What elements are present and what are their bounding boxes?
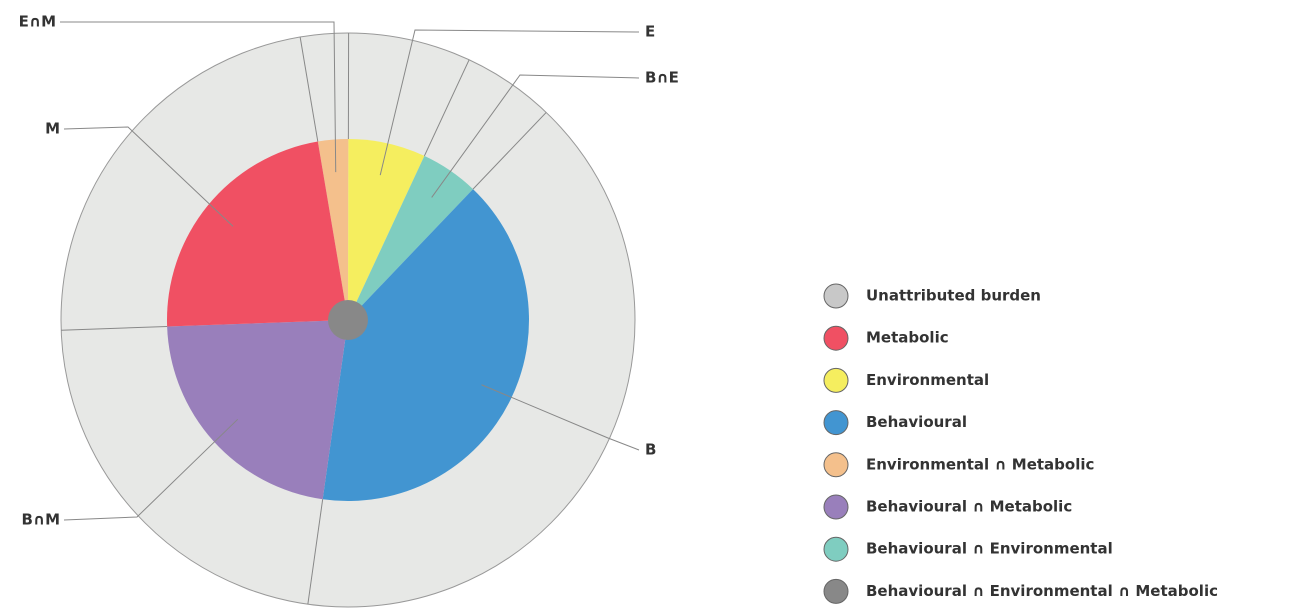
legend-marker: [823, 283, 849, 309]
leader-line: [63, 126, 234, 227]
legend-label: Behavioural ∩ Environmental ∩ Metabolic: [866, 582, 1218, 600]
slice-label: B∩E: [645, 69, 679, 87]
legend-label: Environmental ∩ Metabolic: [866, 455, 1094, 473]
legend-marker: [823, 536, 849, 562]
slice-label: M: [45, 120, 60, 138]
legend-label: Environmental: [866, 371, 989, 389]
leader-line: [481, 384, 640, 451]
ring-divider: [472, 112, 547, 190]
center-circle: [328, 300, 368, 340]
pie-slice: [322, 189, 529, 501]
leader-line: [63, 418, 239, 521]
slice-label: B∩M: [21, 511, 60, 529]
legend-label: Behavioural ∩ Metabolic: [866, 498, 1072, 516]
ring-divider: [423, 59, 470, 157]
legend-marker: [823, 410, 849, 436]
pie-slice: [317, 139, 349, 320]
slice-label: E∩M: [19, 13, 56, 31]
ring-divider: [307, 499, 324, 605]
pie-slice: [348, 155, 474, 320]
legend-marker: [823, 452, 849, 478]
legend-label: Behavioural: [866, 413, 967, 431]
legend-label: Metabolic: [866, 329, 949, 347]
slice-label: E: [645, 23, 655, 41]
legend-marker: [823, 578, 849, 604]
leader-line: [60, 21, 337, 173]
ring-divider: [299, 36, 319, 142]
legend-label: Behavioural ∩ Environmental: [866, 540, 1113, 558]
leader-line: [379, 29, 640, 176]
pie-slice: [167, 320, 348, 500]
ring-divider: [61, 325, 168, 331]
legend-marker: [823, 325, 849, 351]
pie-slice: [348, 139, 425, 320]
legend-marker: [823, 494, 849, 520]
legend-label: Unattributed burden: [866, 287, 1041, 305]
pie-slice: [167, 141, 348, 327]
legend-marker: [823, 367, 849, 393]
leader-line: [431, 74, 640, 198]
slice-label: B: [645, 441, 656, 459]
